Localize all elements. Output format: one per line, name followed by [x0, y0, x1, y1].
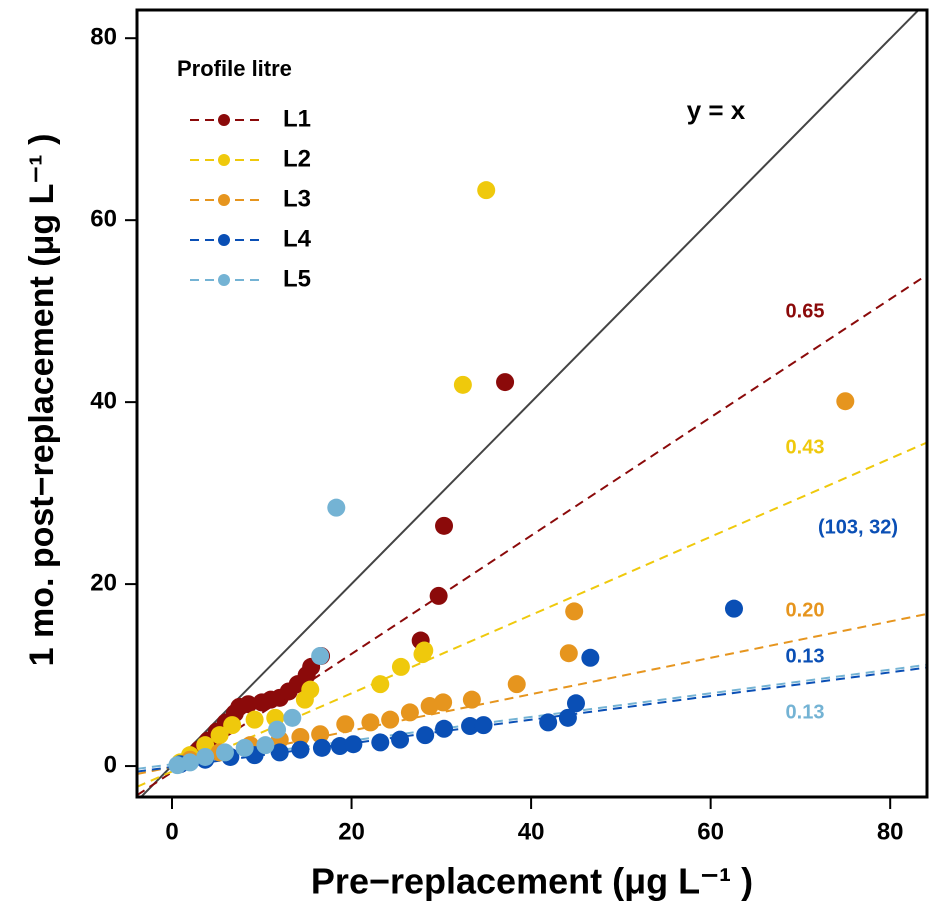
data-point [270, 743, 289, 762]
data-point [507, 675, 526, 694]
legend-label: L1 [283, 105, 311, 132]
data-point [391, 657, 410, 676]
data-point [239, 695, 258, 714]
data-point [361, 713, 380, 732]
data-point [223, 716, 242, 735]
data-point [434, 693, 453, 712]
data-point [559, 644, 578, 663]
legend-marker [218, 154, 230, 166]
x-tick-label: 80 [877, 818, 904, 845]
fit-line [137, 666, 927, 773]
data-point [558, 708, 577, 727]
fit-line [137, 273, 927, 797]
data-point [581, 648, 600, 667]
data-point [416, 726, 435, 745]
data-point [256, 736, 275, 755]
x-tick-label: 20 [338, 818, 365, 845]
data-point [196, 747, 215, 766]
x-tick-label: 40 [518, 818, 545, 845]
data-point [420, 697, 439, 716]
y-axis-label: 1 mo. post−replacement (μg L⁻¹ ) [23, 134, 61, 667]
x-tick-label: 0 [165, 818, 178, 845]
slope-label: 0.65 [786, 300, 825, 322]
data-point [429, 586, 448, 605]
data-point [235, 738, 254, 757]
data-point [539, 713, 558, 732]
data-point [565, 602, 584, 621]
data-point [301, 680, 320, 699]
data-point [291, 740, 310, 759]
legend-label: L5 [283, 265, 311, 292]
plot-frame [135, 8, 929, 799]
data-point [336, 715, 355, 734]
identity-line [139, 10, 920, 797]
legend-title: Profile litre [177, 56, 292, 81]
data-point [496, 373, 515, 392]
data-point [381, 710, 400, 729]
x-tick-label: 60 [697, 818, 724, 845]
data-point [435, 516, 454, 535]
plot-area [137, 10, 927, 797]
data-point [344, 735, 363, 754]
data-point [836, 392, 855, 411]
slope-label: 0.20 [786, 599, 825, 621]
data-point [327, 498, 346, 517]
y-tick-label: 0 [104, 751, 117, 778]
legend-marker [218, 234, 230, 246]
y-tick-label: 20 [90, 569, 117, 596]
data-point [245, 710, 264, 729]
x-axis-label: Pre−replacement (μg L⁻¹ ) [311, 861, 753, 902]
data-point [415, 641, 434, 660]
annotation: y = x [687, 95, 746, 125]
data-point [371, 733, 390, 752]
data-point [283, 708, 302, 727]
data-point [312, 738, 331, 757]
slope-label: 0.13 [786, 645, 825, 667]
legend-marker [218, 194, 230, 206]
data-point [311, 725, 330, 744]
y-tick-label: 80 [90, 24, 117, 51]
data-point [435, 719, 454, 738]
legend-label: L3 [283, 185, 311, 212]
data-point [268, 720, 287, 739]
data-point [400, 703, 419, 722]
data-point [724, 599, 743, 618]
data-point [391, 730, 410, 749]
data-point [210, 726, 229, 745]
data-point [462, 690, 481, 709]
data-point [477, 181, 496, 200]
data-point [474, 716, 493, 735]
legend-label: L4 [283, 225, 312, 252]
slope-label: 0.13 [786, 701, 825, 723]
data-point [311, 646, 330, 665]
data-point [453, 375, 472, 394]
fit-line [137, 663, 927, 770]
data-point [461, 717, 480, 736]
data-point [566, 694, 585, 713]
y-tick-label: 60 [90, 206, 117, 233]
legend-label: L2 [283, 145, 311, 172]
data-point [371, 675, 390, 694]
legend-marker [218, 274, 230, 286]
data-point [180, 753, 199, 772]
annotation: (103, 32) [818, 516, 898, 538]
data-point [215, 743, 234, 762]
legend-marker [218, 114, 230, 126]
data-point [291, 727, 310, 746]
data-point [330, 737, 349, 756]
y-tick-label: 40 [90, 387, 117, 414]
slope-label: 0.43 [786, 436, 825, 458]
